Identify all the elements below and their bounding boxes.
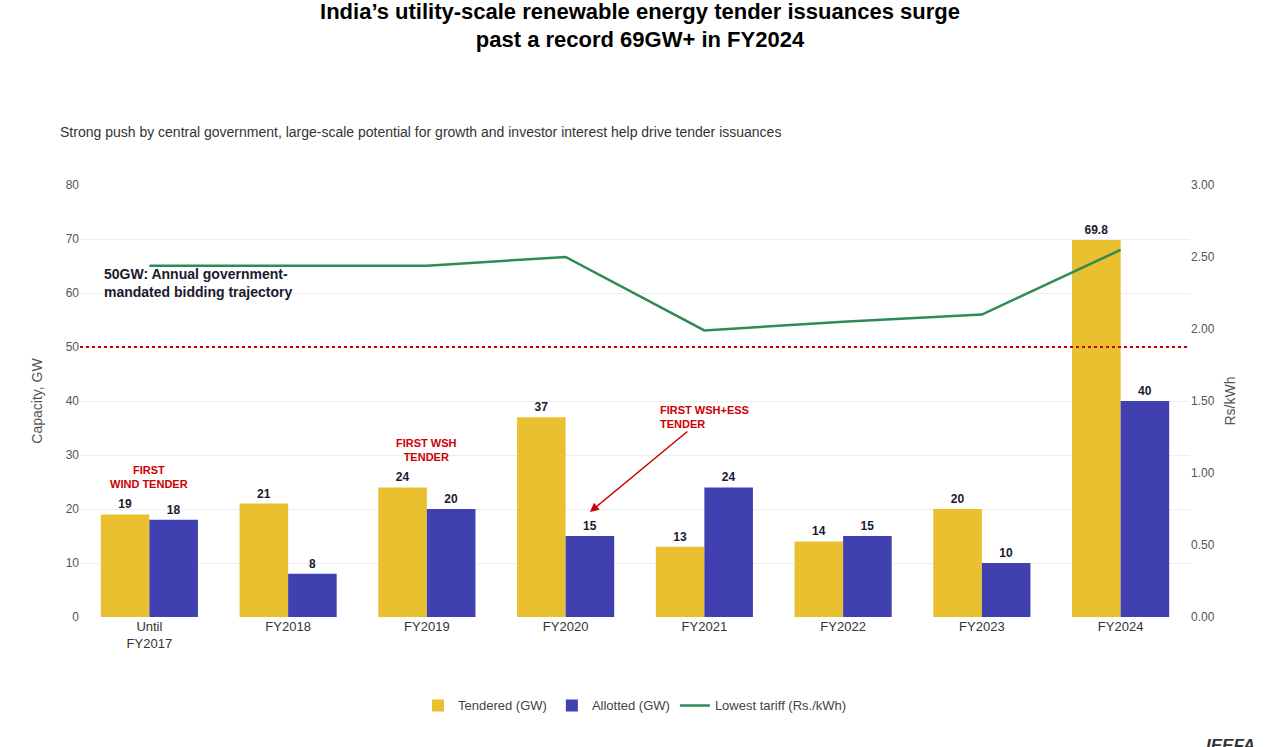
svg-text:69.8: 69.8 — [1085, 223, 1109, 237]
svg-text:10: 10 — [66, 556, 80, 570]
svg-text:50GW: Annual government-mandat: 50GW: Annual government-mandated bidding… — [104, 266, 292, 300]
svg-text:8: 8 — [309, 557, 316, 571]
svg-text:FIRST WSHTENDER: FIRST WSHTENDER — [396, 437, 457, 463]
svg-text:FY2020: FY2020 — [543, 619, 589, 634]
svg-text:Tendered (GW): Tendered (GW) — [458, 698, 547, 713]
svg-text:13: 13 — [673, 530, 687, 544]
svg-text:Lowest tariff (Rs./kWh): Lowest tariff (Rs./kWh) — [715, 698, 846, 713]
svg-text:30: 30 — [66, 448, 80, 462]
svg-text:2.00: 2.00 — [1191, 322, 1215, 336]
svg-text:FY2024: FY2024 — [1098, 619, 1144, 634]
svg-text:50: 50 — [66, 340, 80, 354]
svg-text:24: 24 — [722, 470, 736, 484]
svg-text:FY2021: FY2021 — [682, 619, 728, 634]
svg-text:FIRST WSH+ESSTENDER: FIRST WSH+ESSTENDER — [660, 404, 749, 430]
svg-text:1.00: 1.00 — [1191, 466, 1215, 480]
svg-text:0.50: 0.50 — [1191, 538, 1215, 552]
svg-text:0.00: 0.00 — [1191, 610, 1215, 624]
svg-text:2.50: 2.50 — [1191, 250, 1215, 264]
svg-text:14: 14 — [812, 524, 826, 538]
svg-text:IEEFA: IEEFA — [1206, 736, 1255, 747]
svg-text:40: 40 — [66, 394, 80, 408]
svg-text:FY2023: FY2023 — [959, 619, 1005, 634]
svg-text:19: 19 — [118, 497, 132, 511]
svg-text:20: 20 — [951, 492, 965, 506]
svg-text:0: 0 — [72, 610, 79, 624]
svg-text:24: 24 — [396, 470, 410, 484]
svg-text:80: 80 — [66, 178, 80, 192]
svg-text:FY2022: FY2022 — [820, 619, 866, 634]
svg-text:Capacity, GW: Capacity, GW — [29, 358, 45, 444]
svg-text:Allotted (GW): Allotted (GW) — [592, 698, 670, 713]
svg-text:15: 15 — [861, 519, 875, 533]
svg-text:Rs/kWh: Rs/kWh — [1222, 377, 1238, 426]
svg-text:1.50: 1.50 — [1191, 394, 1215, 408]
svg-text:60: 60 — [66, 286, 80, 300]
svg-text:21: 21 — [257, 487, 271, 501]
svg-text:UntilFY2017: UntilFY2017 — [127, 619, 173, 651]
svg-text:20: 20 — [66, 502, 80, 516]
svg-text:FY2018: FY2018 — [265, 619, 311, 634]
svg-text:15: 15 — [583, 519, 597, 533]
svg-text:18: 18 — [167, 503, 181, 517]
svg-text:FY2019: FY2019 — [404, 619, 450, 634]
svg-text:37: 37 — [535, 400, 549, 414]
svg-text:3.00: 3.00 — [1191, 178, 1215, 192]
svg-text:10: 10 — [999, 546, 1013, 560]
svg-text:Strong push by central governm: Strong push by central government, large… — [60, 124, 781, 140]
svg-text:70: 70 — [66, 232, 80, 246]
svg-text:India’s utility-scale renewabl: India’s utility-scale renewable energy t… — [320, 0, 960, 52]
svg-text:FIRSTWIND TENDER: FIRSTWIND TENDER — [110, 464, 188, 490]
svg-text:40: 40 — [1138, 384, 1152, 398]
svg-text:20: 20 — [444, 492, 458, 506]
